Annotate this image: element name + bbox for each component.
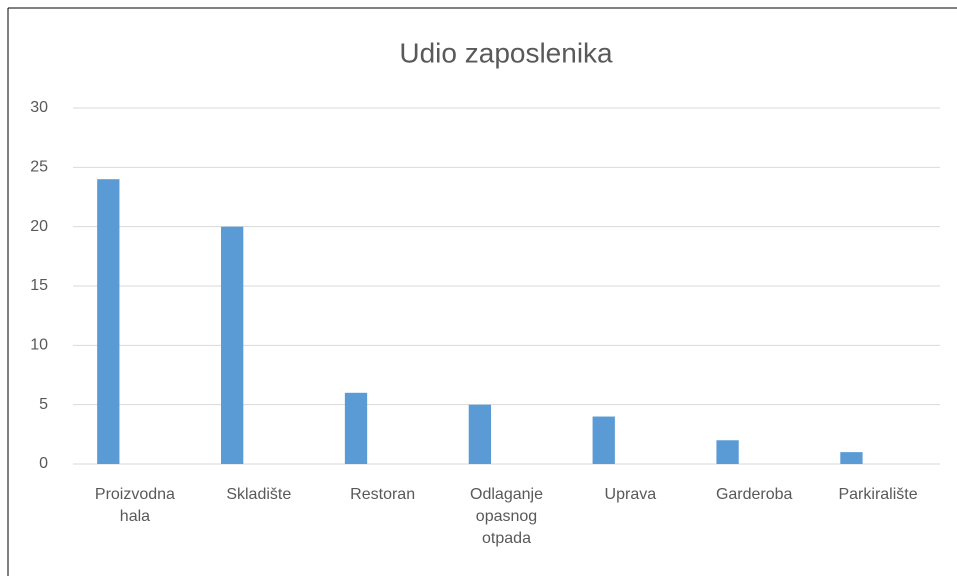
bar [840,452,863,464]
bar [344,392,368,464]
y-tick-label: 30 [30,99,48,116]
x-tick-label: Proizvodna hala [94,486,175,525]
bar [221,226,244,464]
chart-title: Udio zaposlenika [399,37,613,68]
y-tick-label: 0 [39,455,48,472]
x-tick-label: Skladište [226,486,292,503]
bar [97,179,120,464]
bar [592,416,615,464]
y-tick-label: 20 [30,218,48,235]
x-tick-label: Restoran [350,486,416,503]
x-tick-label: Garderoba [715,486,793,503]
x-tick-label: Parkiralište [838,486,918,503]
bar [468,404,492,464]
y-tick-label: 10 [30,337,48,354]
y-tick-label: 25 [30,159,48,176]
bar [716,440,739,464]
y-tick-label: 15 [30,277,48,294]
y-tick-label: 5 [39,396,48,413]
x-tick-label: Odlaganje opasnog otpada [470,486,543,547]
x-tick-label: Uprava [604,486,657,503]
